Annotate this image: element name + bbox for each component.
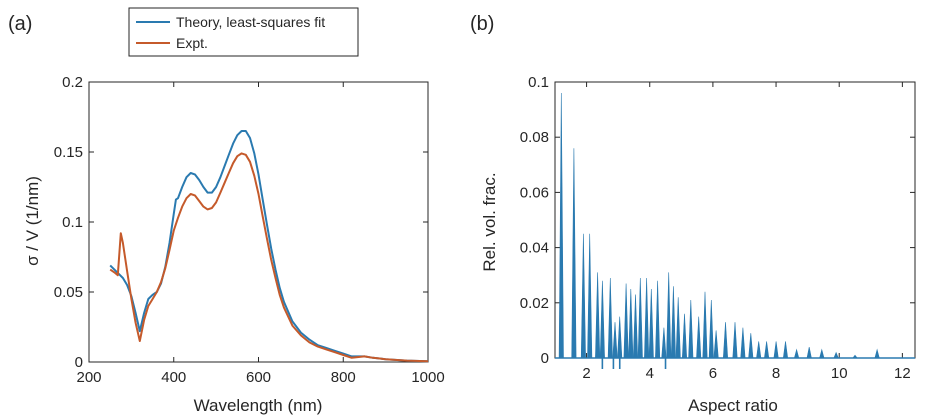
distribution-spike [628, 288, 634, 359]
panel-b-x-tick-label: 8 [772, 365, 780, 382]
distribution-spike [648, 288, 654, 359]
x-axis-label-b: Aspect ratio [688, 396, 778, 415]
panel-b-label: (b) [470, 13, 494, 35]
distribution-spike [773, 341, 779, 359]
series-line-theory [109, 130, 429, 363]
distribution-spike [644, 277, 650, 359]
distribution-spike [722, 322, 729, 359]
legend-label-expt: Expt. [176, 35, 208, 51]
distribution-spike [833, 351, 839, 359]
distribution-spike [571, 148, 577, 359]
distribution-spike [681, 313, 688, 359]
distribution-spike [587, 233, 593, 359]
axes-b: 2 4 6 8 10 12 0 0.02 0.04 0.06 0.08 0.1 [520, 74, 916, 382]
y-axis-label-b: Rel. vol. frac. [480, 172, 499, 271]
panel-a-y-tick-label: 0 [75, 354, 83, 371]
distribution-spike [595, 272, 601, 359]
distribution-spike [607, 277, 613, 359]
distribution-spike [740, 327, 746, 359]
panel-a-y-tick-label: 0.2 [62, 74, 83, 91]
panel-a-plot-frame [88, 81, 429, 363]
y-axis-label-a: σ / V (1/nm) [23, 176, 42, 266]
panel-b-x-tick-label: 2 [582, 365, 590, 382]
distribution-spike [756, 341, 762, 359]
panel-b-x-tick-label: 6 [709, 365, 717, 382]
panel-a-y-tick-label: 0.1 [62, 214, 83, 231]
axes-a: 200 400 600 800 1000 0 0.05 0.1 0.15 0.2 [54, 74, 445, 386]
distribution-spike [852, 354, 858, 359]
distribution-spike [623, 283, 629, 359]
distribution-spike [688, 299, 694, 359]
distribution-spike [666, 272, 672, 359]
panel-b-y-tick-label: 0.08 [520, 129, 549, 146]
distribution-spike [748, 333, 754, 359]
panel-a-x-tick-label: 400 [161, 369, 186, 386]
panel-b-x-tick-label: 4 [646, 365, 654, 382]
panel-a-x-tick-label: 200 [76, 369, 101, 386]
panel-a-y-tick-label: 0.05 [54, 284, 83, 301]
panel-a-y-tick-label: 0.15 [54, 144, 83, 161]
panel-a-x-tick-label: 600 [246, 369, 271, 386]
distribution-spike [617, 316, 623, 359]
distribution-spike [874, 348, 880, 359]
panel-a-x-tick-label: 1000 [411, 369, 444, 386]
legend-box [128, 7, 359, 57]
distribution-spike [637, 277, 643, 359]
distribution-spike [558, 92, 564, 359]
x-axis-label-a: Wavelength (nm) [194, 396, 323, 415]
series-line-expt [109, 152, 429, 363]
legend-label-theory: Theory, least-squares fit [176, 14, 325, 30]
distribution-spike [782, 341, 789, 359]
distribution-spike [806, 346, 812, 359]
panel-b-x-tick-label: 10 [831, 365, 848, 382]
panel-a-x-tick-label: 800 [331, 369, 356, 386]
distribution-spike [670, 286, 676, 359]
distribution-spike [819, 348, 825, 359]
distribution-spike [764, 341, 770, 359]
distribution-spike [696, 316, 702, 359]
panel-b-y-tick-label: 0 [541, 350, 549, 367]
distribution-spike [702, 291, 708, 359]
distribution-spike [580, 233, 586, 359]
panel-b-y-tick-label: 0.06 [520, 184, 549, 201]
panel-b-y-tick-label: 0.04 [520, 240, 549, 257]
distribution-spike [708, 299, 714, 359]
distribution-spike [661, 327, 667, 359]
panel-b-y-tick-label: 0.02 [520, 295, 549, 312]
distribution-spike [675, 297, 681, 359]
panel-a-label: (a) [8, 13, 32, 35]
distribution-spike [794, 348, 800, 359]
legend: Theory, least-squares fit Expt. [128, 7, 359, 57]
distribution-spike [612, 322, 618, 359]
panel-b-x-tick-label: 12 [894, 365, 911, 382]
distribution-spike [632, 294, 639, 359]
distribution-spike [732, 322, 738, 359]
distribution-spike [713, 330, 719, 359]
panel-b-y-tick-label: 0.1 [528, 74, 549, 91]
distribution-spike [655, 280, 661, 359]
distribution-spike [599, 280, 605, 359]
